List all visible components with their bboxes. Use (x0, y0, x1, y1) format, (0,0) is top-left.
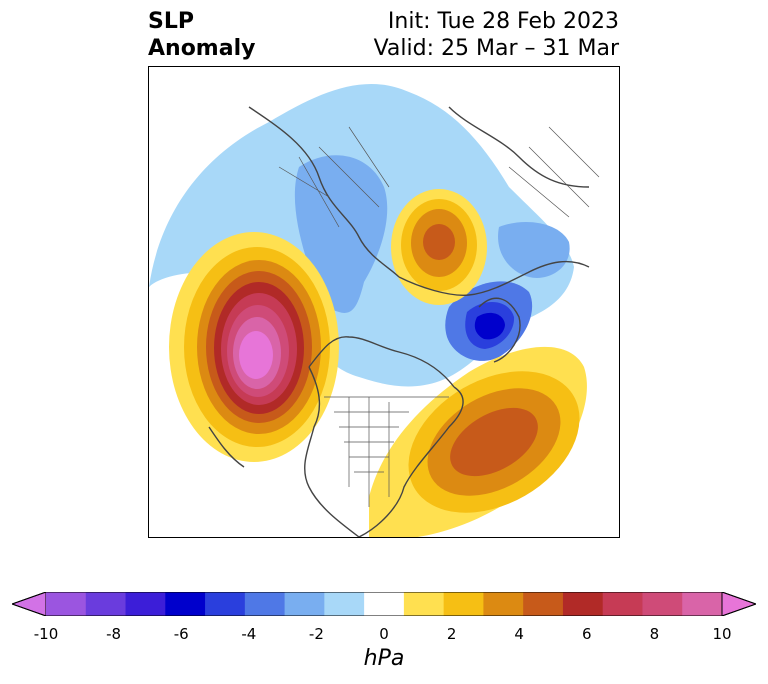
country-borders (278, 126, 600, 507)
colorbar-tick-label: -10 (33, 625, 59, 643)
title-variable: SLP (148, 9, 194, 34)
positive-anomaly-atlantic (369, 347, 587, 537)
positive-anomaly-arctic (391, 189, 487, 305)
colorbar-segment (165, 592, 206, 616)
colorbar-segment (523, 592, 564, 616)
coastlines (208, 106, 590, 537)
title-type: Anomaly (148, 36, 256, 61)
map-title: SLP Anomaly (148, 8, 255, 62)
colorbar-segment (682, 592, 723, 616)
colorbar-segment (642, 592, 683, 616)
positive-anomaly-pacific (169, 232, 339, 462)
colorbar-tick-label: -8 (106, 625, 122, 643)
anomaly-map (149, 83, 600, 537)
colorbar-tick-label: 4 (514, 625, 524, 643)
colorbar-extend-low (12, 592, 47, 616)
map-panel (148, 66, 620, 538)
colorbar-segment (205, 592, 246, 616)
map-subtitle: Init: Tue 28 Feb 2023 Valid: 25 Mar – 31… (374, 8, 619, 62)
colorbar-segment (602, 592, 643, 616)
colorbar-tick-label: 2 (446, 625, 457, 643)
colorbar-tick-label: -2 (308, 625, 324, 643)
colorbar-extend-high (721, 592, 756, 616)
init-date-label: Init: Tue 28 Feb 2023 (387, 9, 619, 34)
colorbar-tick-label: 6 (582, 625, 592, 643)
colorbar (12, 592, 756, 616)
colorbar-tick-label: -4 (241, 625, 257, 643)
valid-range-label: Valid: 25 Mar – 31 Mar (373, 36, 619, 61)
colorbar-segment (403, 592, 445, 616)
colorbar-segment (324, 592, 365, 616)
colorbar-segment (562, 592, 604, 616)
colorbar-segment (85, 592, 127, 616)
colorbar-segment (244, 592, 286, 616)
colorbar-tick-label: 8 (649, 625, 660, 643)
colorbar-tick-label: 0 (379, 625, 389, 643)
colorbar-tick-label: -6 (173, 625, 189, 643)
colorbar-unit-label: hPa (363, 646, 405, 671)
colorbar-segment (443, 592, 484, 616)
colorbar-segment (284, 592, 325, 616)
colorbar-segment (125, 592, 166, 616)
colorbar-segment (483, 592, 524, 616)
colorbar-segment (364, 592, 405, 616)
colorbar-tick-label: 10 (712, 625, 732, 643)
colorbar-segment (46, 592, 87, 616)
